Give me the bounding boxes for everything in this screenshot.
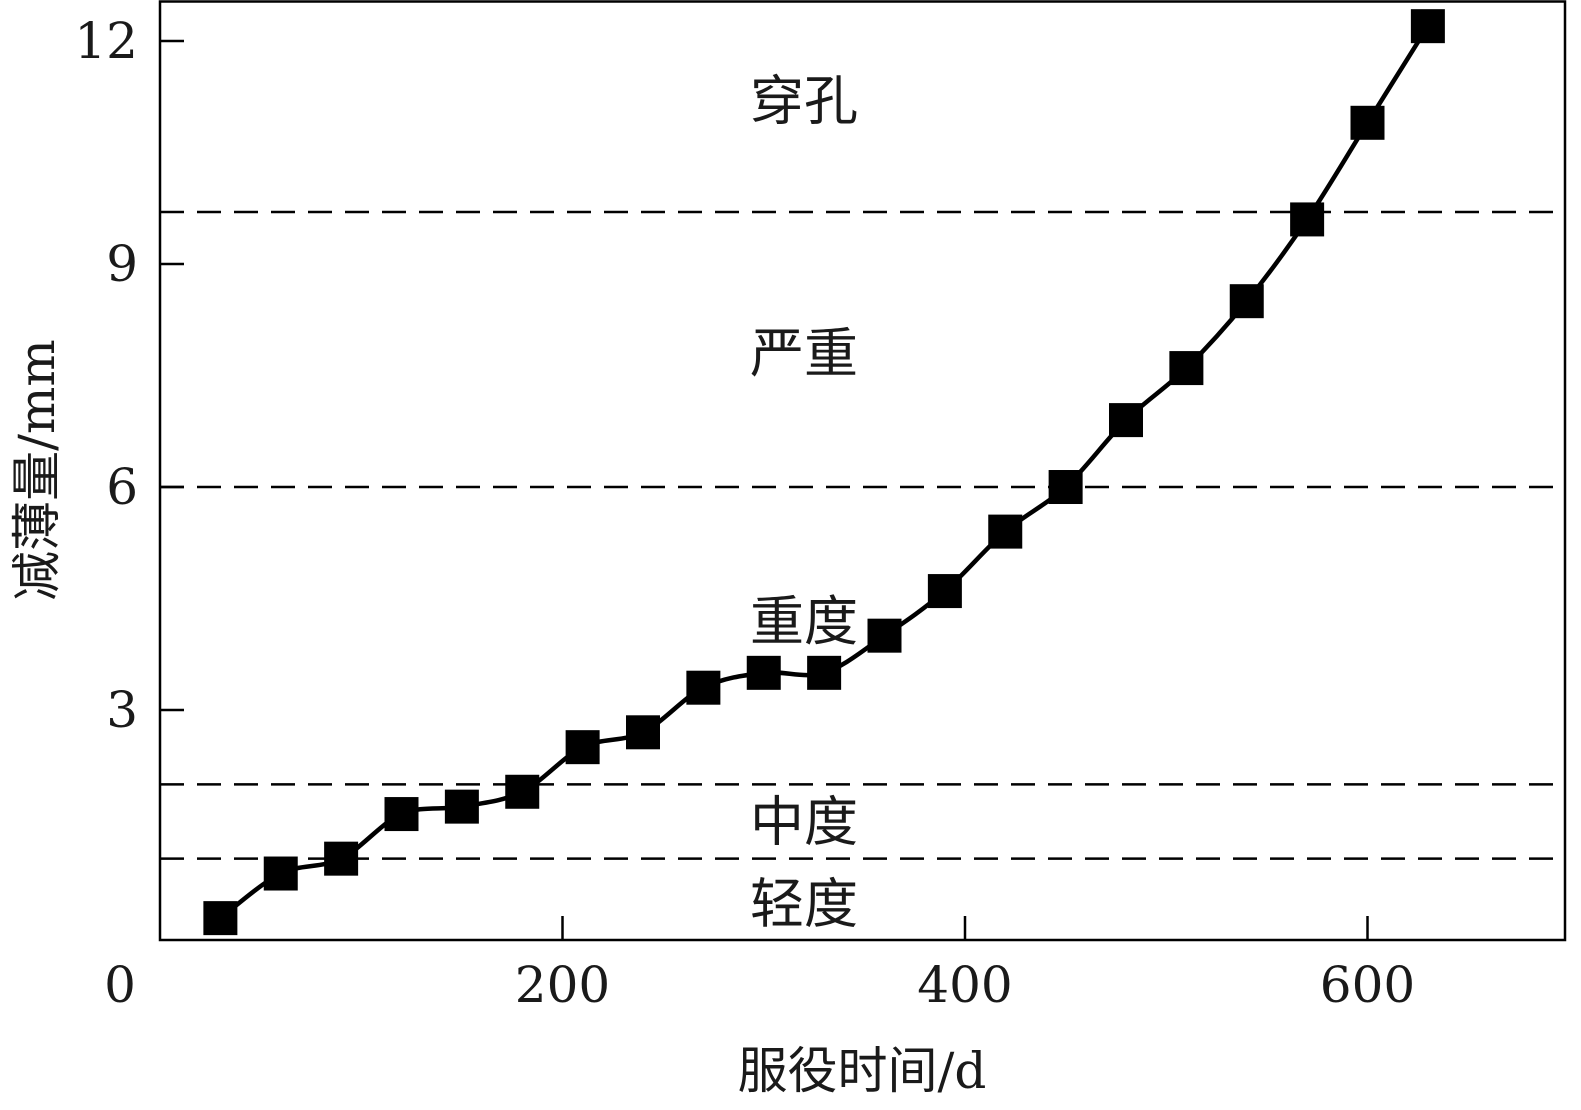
data-point-1 <box>263 856 298 891</box>
data-point-6 <box>565 730 600 765</box>
x-tick-label: 0 <box>104 956 136 1014</box>
y-tick-label: 12 <box>74 12 138 70</box>
zone-label-2: 重度 <box>750 590 858 653</box>
x-tick-label: 600 <box>1320 956 1415 1014</box>
data-point-20 <box>1410 9 1445 44</box>
zone-label-0: 轻度 <box>750 872 858 935</box>
data-point-10 <box>807 655 842 690</box>
zone-label-1: 中度 <box>750 790 858 853</box>
y-tick-label: 6 <box>106 458 138 516</box>
data-point-8 <box>686 670 721 705</box>
zone-labels: 轻度 中度 重度 严重 穿孔 <box>750 69 858 935</box>
data-point-16 <box>1169 351 1204 386</box>
zone-thresholds <box>160 210 1565 860</box>
x-tick-label: 200 <box>515 956 610 1014</box>
data-point-12 <box>927 574 962 609</box>
data-point-7 <box>626 715 660 750</box>
zone-label-3: 严重 <box>750 322 858 385</box>
axis-ticks: 0 200 400 600 3 6 9 12 <box>74 12 1415 1014</box>
zone-label-4: 穿孔 <box>750 69 858 132</box>
x-tick-label: 400 <box>917 956 1012 1014</box>
data-point-13 <box>988 514 1023 549</box>
y-tick-label: 9 <box>106 235 138 293</box>
data-point-9 <box>746 655 781 690</box>
series-layer <box>203 9 1445 936</box>
data-point-15 <box>1109 403 1143 438</box>
data-point-11 <box>867 618 902 653</box>
data-point-2 <box>324 841 359 876</box>
data-point-5 <box>505 774 540 809</box>
data-point-4 <box>444 789 479 824</box>
plot-frame <box>158 0 1567 942</box>
data-point-14 <box>1048 470 1083 505</box>
data-point-0 <box>203 901 238 936</box>
data-point-17 <box>1229 284 1264 319</box>
y-axis-title: 减薄量/mm <box>8 339 66 601</box>
y-tick-label: 3 <box>106 681 138 739</box>
x-axis-title: 服役时间/d <box>738 1042 987 1100</box>
data-point-3 <box>384 797 419 832</box>
data-point-19 <box>1350 105 1385 140</box>
data-point-18 <box>1290 202 1325 237</box>
